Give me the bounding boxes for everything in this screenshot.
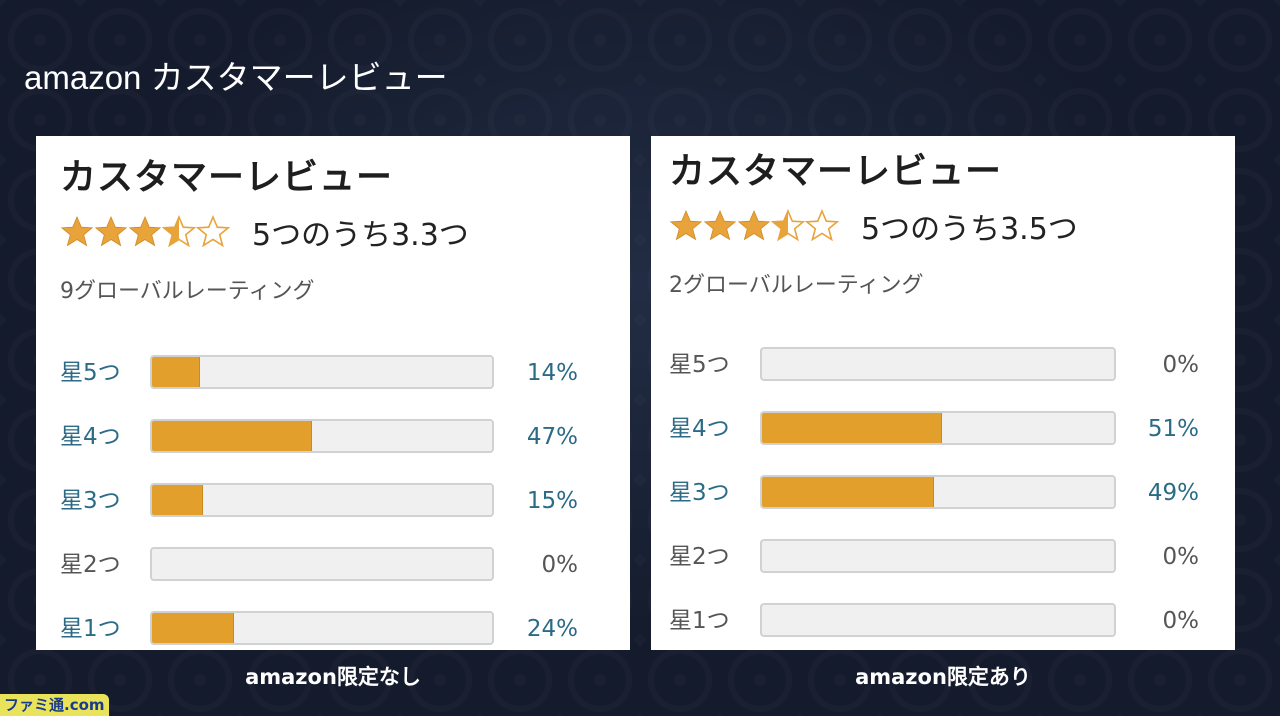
star-full-icon	[669, 209, 703, 241]
star-level-label[interactable]: 星3つ	[669, 480, 730, 506]
histogram-row[interactable]: 星3つ 49%	[669, 474, 1211, 538]
histogram-row[interactable]: 星4つ 47%	[60, 418, 606, 482]
review-panel-without-limit: カスタマーレビュー 5つのうち3.3つ 9グローバルレーティング 星5つ 14% 星…	[36, 136, 630, 650]
rating-bar	[760, 603, 1116, 637]
rating-percent: 0%	[541, 552, 579, 578]
rating-histogram: 星5つ 0% 星4つ 51% 星3つ 49% 星2つ 0% 星1つ 0%	[669, 346, 1211, 666]
rating-percent: 0%	[1162, 544, 1200, 570]
customer-review-heading: カスタマーレビュー	[669, 151, 1003, 192]
star-full-icon	[128, 215, 162, 247]
star-level-label[interactable]: 星4つ	[669, 416, 730, 442]
rating-bar[interactable]	[150, 419, 494, 453]
star-empty-icon	[196, 215, 230, 248]
star-half-icon	[162, 215, 196, 248]
rating-bar-fill	[762, 477, 935, 507]
histogram-row[interactable]: 星4つ 51%	[669, 410, 1211, 474]
star-level-label[interactable]: 星4つ	[60, 424, 121, 450]
rating-bar	[760, 539, 1116, 573]
star-full-icon	[703, 209, 737, 241]
rating-histogram: 星5つ 14% 星4つ 47% 星3つ 15% 星2つ 0% 星1つ 24%	[60, 354, 606, 674]
site-logo-watermark: ファミ通.com	[0, 694, 109, 716]
rating-percent[interactable]: 49%	[1147, 480, 1199, 506]
rating-percent: 0%	[1162, 352, 1200, 378]
star-level-label[interactable]: 星3つ	[60, 488, 121, 514]
rating-bar[interactable]	[150, 355, 494, 389]
rating-percent[interactable]: 14%	[526, 360, 578, 386]
star-level-label[interactable]: 星5つ	[60, 360, 121, 386]
rating-bar[interactable]	[760, 475, 1116, 509]
star-full-icon	[737, 209, 771, 241]
rating-bar-fill	[152, 357, 200, 387]
star-level-label[interactable]: 星1つ	[60, 616, 121, 642]
caption-without-limit: amazon限定なし	[245, 665, 421, 689]
rating-bar	[760, 347, 1116, 381]
review-panel-with-limit: カスタマーレビュー 5つのうち3.5つ 2グローバルレーティング 星5つ 0% 星4…	[651, 136, 1235, 650]
star-half-icon	[771, 209, 805, 242]
histogram-row: 星2つ 0%	[60, 546, 606, 610]
star-full-icon	[94, 215, 128, 247]
global-rating-count: 9グローバルレーティング	[60, 279, 315, 304]
histogram-row: 星1つ 0%	[669, 602, 1211, 666]
rating-percent[interactable]: 15%	[526, 488, 578, 514]
rating-bar-fill	[152, 421, 312, 451]
rating-bar[interactable]	[760, 411, 1116, 445]
histogram-row[interactable]: 星5つ 14%	[60, 354, 606, 418]
histogram-row: 星5つ 0%	[669, 346, 1211, 410]
star-empty-icon	[805, 209, 839, 242]
average-rating-row: 5つのうち3.5つ	[669, 206, 1211, 247]
rating-bar-fill	[762, 413, 942, 443]
rating-percent[interactable]: 51%	[1147, 416, 1199, 442]
caption-with-limit: amazon限定あり	[855, 665, 1031, 689]
slide-title: amazon カスタマーレビュー	[24, 59, 448, 96]
star-level-label: 星5つ	[669, 352, 730, 378]
average-rating-row: 5つのうち3.3つ	[60, 212, 606, 253]
average-rating-text[interactable]: 5つのうち3.5つ	[861, 212, 1078, 247]
rating-bar[interactable]	[150, 611, 494, 645]
rating-stars[interactable]	[669, 209, 839, 243]
rating-percent: 0%	[1162, 608, 1200, 634]
rating-bar	[150, 547, 494, 581]
histogram-row[interactable]: 星3つ 15%	[60, 482, 606, 546]
histogram-row: 星2つ 0%	[669, 538, 1211, 602]
rating-bar-fill	[152, 485, 203, 515]
customer-review-heading: カスタマーレビュー	[60, 157, 394, 198]
rating-percent[interactable]: 47%	[526, 424, 578, 450]
star-full-icon	[60, 215, 94, 247]
rating-stars[interactable]	[60, 215, 230, 249]
star-level-label: 星1つ	[669, 608, 730, 634]
histogram-row[interactable]: 星1つ 24%	[60, 610, 606, 674]
star-level-label: 星2つ	[60, 552, 121, 578]
rating-percent[interactable]: 24%	[526, 616, 578, 642]
global-rating-count: 2グローバルレーティング	[669, 273, 924, 298]
rating-bar-fill	[152, 613, 234, 643]
star-level-label: 星2つ	[669, 544, 730, 570]
average-rating-text[interactable]: 5つのうち3.3つ	[252, 218, 469, 253]
rating-bar[interactable]	[150, 483, 494, 517]
